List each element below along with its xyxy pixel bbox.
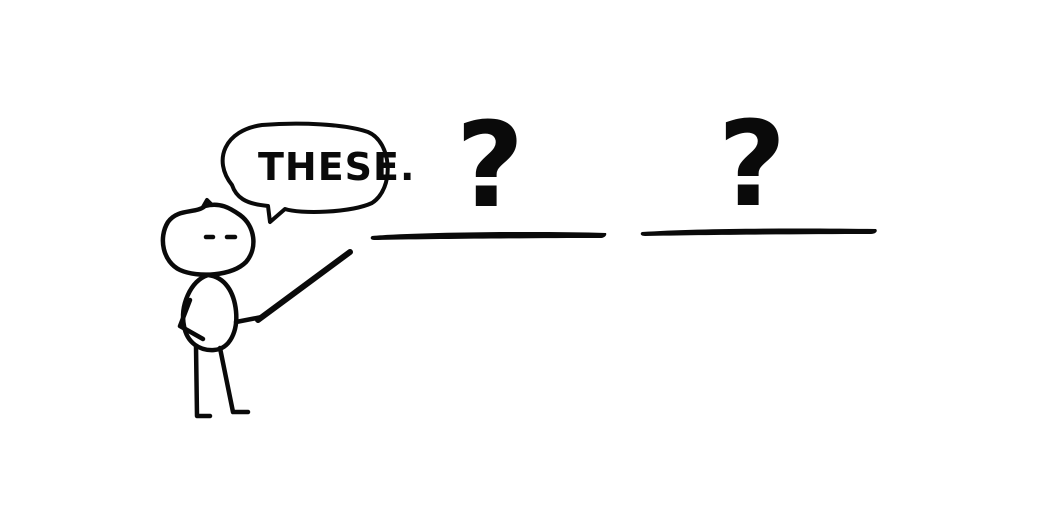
stick-figure-left-leg [193, 343, 213, 419]
stick-figure-head [160, 202, 256, 277]
blank-1: ? [370, 96, 607, 240]
speech-bubble: THESE. [220, 121, 415, 224]
pointer-stick [255, 249, 353, 323]
stick-figure-right-leg [217, 345, 251, 415]
speech-bubble-outline [220, 121, 390, 224]
stick-figure-left-arm [177, 297, 206, 342]
blank-2: ? [640, 95, 877, 236]
question-mark-2: ? [718, 95, 786, 233]
stick-figure-body [180, 272, 239, 353]
speech-bubble-text: THESE. [258, 145, 415, 189]
blank-line-1 [370, 232, 607, 240]
question-mark-1: ? [456, 96, 524, 234]
blank-line-2 [640, 228, 877, 236]
stick-figure-hair [201, 198, 214, 209]
stick-figure [160, 198, 353, 419]
